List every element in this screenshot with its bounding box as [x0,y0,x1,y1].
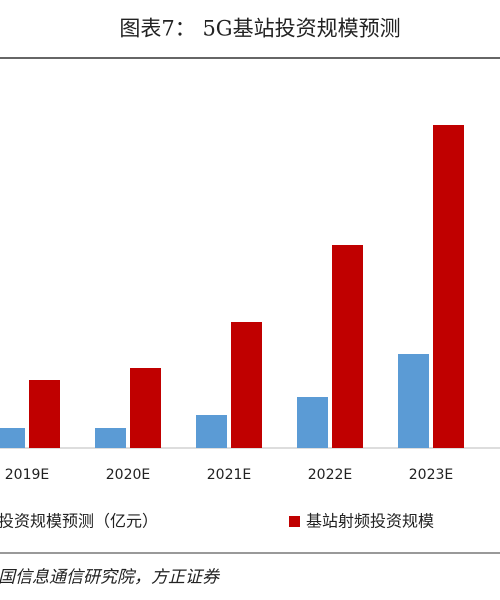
legend-label: 投资规模预测（亿元） [0,512,158,531]
x-tick-label: 2021E [207,467,251,483]
x-tick-label: 2022E [308,467,352,483]
bar [231,322,262,448]
x-tick-label: 2020E [106,467,150,483]
bar [297,397,328,448]
bar [398,354,429,448]
legend-swatch [289,516,300,527]
bar [29,380,60,448]
chart-title: 图表7： 5G基站投资规模预测 [119,17,400,41]
bar [95,428,126,448]
legend-label: 基站射频投资规模 [306,512,434,531]
bar [332,245,363,448]
x-tick-label: 2019E [5,467,49,483]
bar [0,428,25,448]
x-tick-label: 2023E [409,467,453,483]
source: 国信息通信研究院，方正证券 [0,568,221,588]
bar [130,368,161,448]
bar [433,125,464,448]
bar [196,415,227,448]
